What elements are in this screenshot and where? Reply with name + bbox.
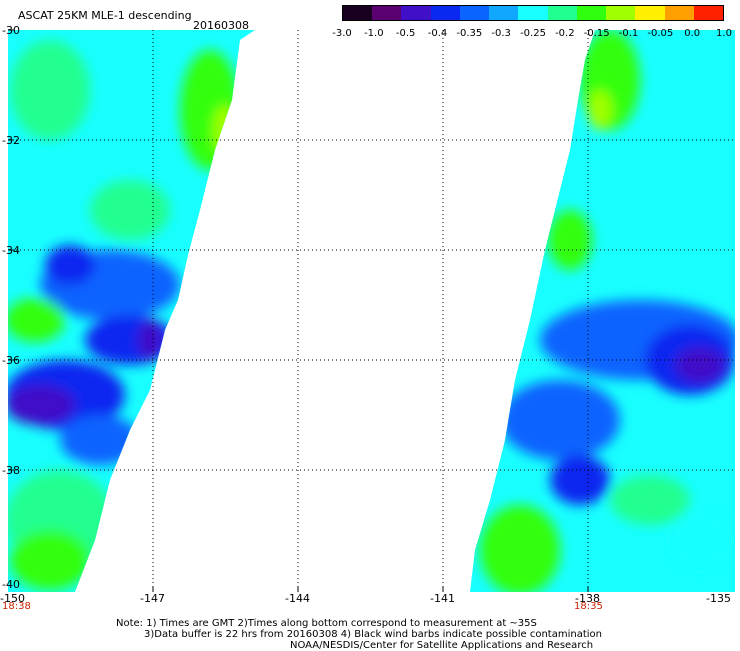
colorbar-swatch — [343, 6, 373, 20]
left-swath — [8, 30, 255, 592]
colorbar — [342, 5, 724, 21]
colorbar-tick-label: -0.15 — [583, 28, 610, 39]
colorbar-swatch — [664, 6, 694, 20]
product-title: ASCAT 25KM MLE-1 descending — [18, 9, 192, 22]
colorbar-swatch — [518, 6, 548, 20]
colorbar-swatch — [489, 6, 519, 20]
colorbar-swatch — [372, 6, 402, 20]
colorbar-tick-label: -0.2 — [555, 28, 575, 39]
colorbar-tick-label: -0.3 — [491, 28, 511, 39]
left-swath-time: 18:38 — [2, 601, 31, 612]
lon-label: -138 — [575, 592, 600, 605]
gridlines — [8, 30, 735, 592]
colorbar-swatch — [606, 6, 636, 20]
lat-label: -40 — [2, 578, 20, 591]
colorbar-swatch — [547, 6, 577, 20]
lon-label: -141 — [430, 592, 455, 605]
lat-label: -36 — [2, 354, 20, 367]
colorbar-tick-label: -0.5 — [395, 28, 416, 39]
colorbar-tick-label: -1.0 — [364, 28, 384, 39]
colorbar-swatch — [576, 6, 607, 20]
right-swath-time: 18:35 — [574, 601, 603, 612]
footer-note-1: Note: 1) Times are GMT 2)Times along bot… — [116, 618, 537, 629]
footer-note-2: 3)Data buffer is 22 hrs from 20160308 4)… — [144, 629, 602, 640]
colorbar-swatch — [459, 6, 490, 20]
axis-ticks — [8, 29, 589, 592]
lat-label: -38 — [2, 464, 20, 477]
colorbar-tick-label: -0.05 — [647, 28, 674, 39]
lon-label: -147 — [140, 592, 165, 605]
colorbar-tick-label: -0.1 — [618, 28, 639, 39]
colorbar-swatch — [401, 6, 431, 20]
lat-label: -30 — [2, 24, 20, 37]
product-date: 20160308 — [193, 19, 249, 32]
colorbar-tick-label: 1.0 — [716, 28, 732, 39]
colorbar-swatch — [430, 6, 460, 20]
right-swath — [470, 30, 735, 592]
colorbar-tick-label: 0.0 — [684, 28, 701, 39]
lon-label: -135 — [706, 592, 731, 605]
colorbar-tick-label: -3.0 — [332, 28, 352, 39]
colorbar-tick-label: -0.35 — [456, 28, 483, 39]
footer-note-3: NOAA/NESDIS/Center for Satellite Applica… — [290, 640, 594, 651]
colorbar-swatch — [635, 6, 665, 20]
colorbar-swatch — [693, 6, 724, 20]
lat-label: -34 — [2, 244, 20, 257]
lat-label: -32 — [2, 134, 20, 147]
colorbar-tick-label: -0.4 — [427, 28, 448, 39]
lon-label: -150 — [0, 592, 25, 605]
lon-label: -144 — [285, 592, 310, 605]
colorbar-tick-label: -0.25 — [520, 28, 546, 39]
